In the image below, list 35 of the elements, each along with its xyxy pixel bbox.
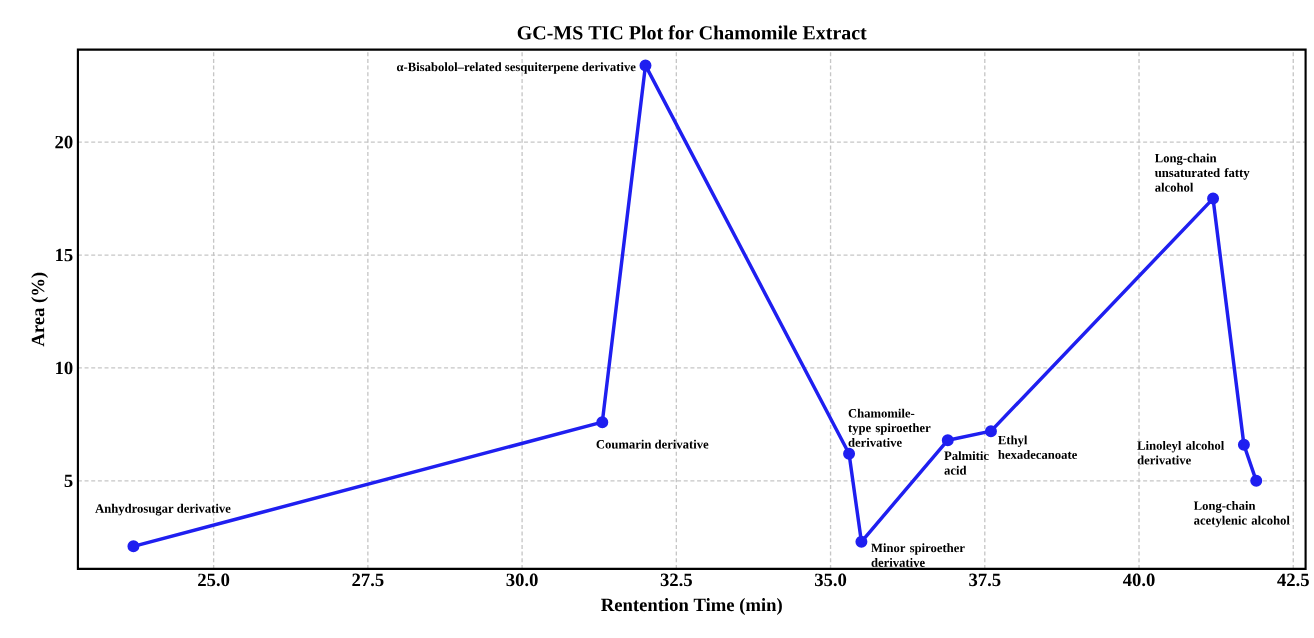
- y-tick-label: 15: [56, 248, 73, 262]
- y-axis-title: Area (%): [31, 272, 49, 347]
- annotation: Coumarin derivative: [596, 439, 709, 449]
- point: [1250, 474, 1263, 487]
- annotation: Ethyl hexadecanoate: [998, 435, 1077, 459]
- annotation: Long-chain acetylenic alcohol: [1193, 501, 1290, 528]
- point: [639, 59, 652, 72]
- annotation: Long-chain unsaturated fatty alcohol: [1154, 153, 1250, 192]
- y-tick-label: 20: [55, 135, 73, 149]
- point: [1237, 438, 1250, 451]
- x-tick-label: 30.0: [506, 573, 538, 587]
- point: [941, 434, 954, 447]
- annotation: Chamomile-type spiroether derivative: [848, 408, 931, 447]
- point: [855, 535, 868, 548]
- annotation: Anhydrosugar derivative: [95, 503, 231, 516]
- x-tick-label: 35.0: [814, 573, 847, 587]
- chart-title: GC-MS TIC Plot for Chamomile Extract: [517, 25, 867, 40]
- point: [596, 416, 609, 429]
- x-axis-title: Rentention Time (min): [601, 597, 782, 615]
- x-tick-label: 32.5: [660, 573, 692, 587]
- y-tick-label: 5: [64, 474, 73, 487]
- point: [984, 425, 997, 438]
- y-tick-label: 10: [56, 361, 73, 375]
- x-tick-label: 27.5: [352, 573, 384, 587]
- annotation: Linoleyl alcohol derivative: [1137, 440, 1225, 465]
- x-tick-label: 40.0: [1122, 573, 1155, 587]
- x-tick-label: 37.5: [969, 573, 1001, 587]
- annotation: α-Bisabolol–related sesquiterpene derivative: [396, 62, 636, 74]
- x-tick-label: 25.0: [198, 573, 230, 587]
- annotation: Minor spiroether derivative: [871, 543, 965, 567]
- point: [127, 540, 140, 553]
- annotation: Palmitic acid: [944, 451, 989, 475]
- x-tick-label: 42.5: [1277, 573, 1309, 587]
- point: [843, 447, 856, 460]
- point: [1207, 192, 1220, 205]
